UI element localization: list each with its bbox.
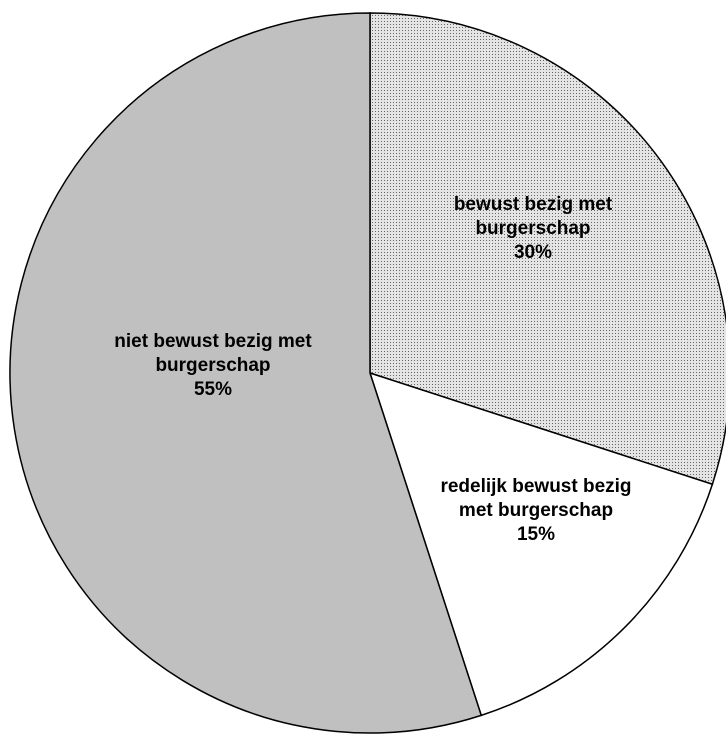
category-label: redelijk bewust bezig met burgerschap [440,476,632,521]
slice-label: bewust bezig met burgerschap 30% [418,193,648,265]
value-label: 55% [193,379,233,400]
pie-slice [9,12,483,734]
pie-slice [369,12,726,486]
category-label: niet bewust bezig met burgerschap [114,331,312,376]
pie-slice [368,371,714,717]
slice-label: niet bewust bezig met burgerschap 55% [88,330,338,402]
value-label: 15% [516,524,556,545]
slice-label: redelijk bewust bezig met burgerschap 15% [431,475,641,547]
value-label: 30% [513,242,553,263]
category-label: bewust bezig met burgerschap [453,194,613,239]
